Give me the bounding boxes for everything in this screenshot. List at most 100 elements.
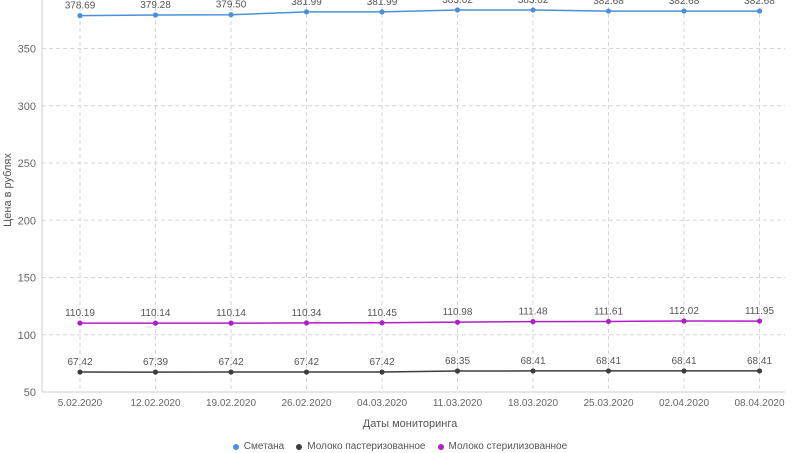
series-3: 110.19 110.14 110.14 110.34 110.45 110.98 111.… (65, 306, 774, 326)
data-point[interactable] (77, 369, 83, 375)
series-line (79, 370, 760, 373)
data-point[interactable] (379, 9, 385, 15)
data-point[interactable] (530, 319, 536, 325)
data-label: 68.41 (596, 356, 621, 367)
x-axis-ticks: 5.02.2020 12.02.2020 19.02.2020 26.02.2020 0… (58, 398, 785, 409)
series-layer: 378.69 379.28 379.50 381.99 381.99 383.62 383.… (65, 0, 775, 375)
data-label: 382.68 (593, 0, 624, 7)
series-line (79, 320, 760, 324)
legend-item[interactable]: Сметана (232, 441, 285, 452)
legend-marker (437, 443, 444, 450)
y-axis-title: Цена в рублях (2, 153, 14, 227)
data-label: 110.19 (65, 308, 95, 319)
data-point[interactable] (756, 318, 763, 324)
data-point[interactable] (77, 13, 83, 19)
data-label: 67.42 (369, 357, 394, 368)
x-tick-label: 18.03.2020 (508, 398, 558, 409)
data-label: 110.14 (216, 308, 246, 319)
data-label: 67.42 (67, 357, 92, 368)
data-label: 111.48 (518, 307, 548, 318)
data-label: 68.41 (520, 356, 545, 367)
data-label: 382.68 (669, 0, 700, 7)
data-point[interactable] (152, 320, 159, 326)
y-tick-label: 250 (18, 158, 36, 170)
data-label: 110.34 (292, 308, 322, 319)
x-tick-label: 12.02.2020 (130, 398, 180, 409)
data-label: 111.61 (594, 306, 624, 317)
data-point[interactable] (77, 320, 83, 326)
data-point[interactable] (152, 369, 159, 375)
x-tick-label: 19.02.2020 (206, 398, 256, 409)
series-1: 378.69 379.28 379.50 381.99 381.99 383.62 383.… (65, 0, 775, 19)
data-label: 381.99 (291, 0, 322, 8)
data-point[interactable] (681, 318, 687, 324)
x-tick-label: 08.04.2020 (734, 398, 784, 409)
data-label: 111.95 (745, 306, 775, 317)
data-point[interactable] (379, 320, 385, 326)
data-point[interactable] (303, 369, 310, 375)
legend-label: Сметана (243, 441, 285, 452)
y-tick-label: 200 (18, 215, 36, 227)
data-point[interactable] (454, 319, 461, 325)
data-point[interactable] (379, 369, 385, 375)
data-label: 110.14 (141, 308, 171, 319)
data-label: 379.28 (140, 0, 171, 11)
legend-label: Молоко пастеризованное (307, 441, 426, 452)
data-label: 68.41 (671, 356, 696, 367)
x-tick-label: 5.02.2020 (58, 398, 103, 409)
y-tick-label: 50 (24, 387, 36, 399)
data-label: 112.02 (669, 306, 699, 317)
data-label: 67.42 (218, 357, 243, 368)
y-tick-label: 100 (18, 330, 36, 342)
data-point[interactable] (228, 12, 234, 18)
data-point[interactable] (228, 369, 234, 375)
series-line (79, 9, 760, 17)
data-point[interactable] (454, 7, 461, 13)
data-point[interactable] (530, 368, 536, 374)
data-label: 68.35 (445, 356, 470, 367)
data-label: 68.41 (747, 356, 772, 367)
data-point[interactable] (681, 368, 687, 374)
y-tick-label: 350 (18, 44, 36, 56)
legend-label: Молоко стерилизованное (448, 441, 568, 452)
data-point[interactable] (605, 368, 612, 374)
legend-marker (296, 443, 303, 450)
legend-item[interactable]: Молоко стерилизованное (437, 441, 568, 452)
data-point[interactable] (303, 320, 310, 326)
grid (41, 0, 785, 393)
x-tick-label: 02.04.2020 (659, 398, 709, 409)
y-tick-label: 300 (18, 101, 36, 113)
x-axis-title: Даты мониторинга (363, 418, 458, 430)
data-point[interactable] (530, 7, 536, 13)
data-point[interactable] (228, 320, 234, 326)
series-2: 67.42 67.39 67.42 67.42 67.42 68.35 68.41 68.41… (67, 356, 772, 375)
data-point[interactable] (605, 318, 612, 325)
data-point[interactable] (605, 8, 612, 14)
data-point[interactable] (303, 9, 310, 15)
y-axis-ticks: 50 100 150 200 250 300 350 (18, 44, 36, 400)
data-label: 383.62 (518, 0, 549, 6)
data-label: 382.68 (744, 0, 775, 7)
data-point[interactable] (681, 8, 687, 14)
y-tick-label: 150 (18, 273, 36, 285)
data-label: 110.45 (367, 308, 397, 319)
x-tick-label: 25.03.2020 (583, 398, 633, 409)
data-label: 67.42 (294, 357, 319, 368)
legend-marker (232, 443, 239, 450)
data-label: 67.39 (143, 357, 168, 368)
x-tick-label: 11.03.2020 (433, 398, 483, 409)
x-tick-label: 26.02.2020 (281, 398, 331, 409)
data-label: 383.62 (442, 0, 473, 6)
data-label: 381.99 (367, 0, 398, 8)
legend: Сметана Молоко пастеризованное Молоко стер… (0, 441, 800, 453)
data-label: 379.50 (216, 0, 247, 11)
data-point[interactable] (756, 8, 763, 14)
legend-item[interactable]: Молоко пастеризованное (296, 441, 426, 452)
data-point[interactable] (152, 12, 159, 18)
data-label: 110.98 (443, 307, 473, 318)
data-point[interactable] (454, 368, 461, 374)
x-tick-label: 04.03.2020 (357, 398, 407, 409)
data-label: 378.69 (65, 1, 96, 12)
data-point[interactable] (756, 368, 763, 374)
